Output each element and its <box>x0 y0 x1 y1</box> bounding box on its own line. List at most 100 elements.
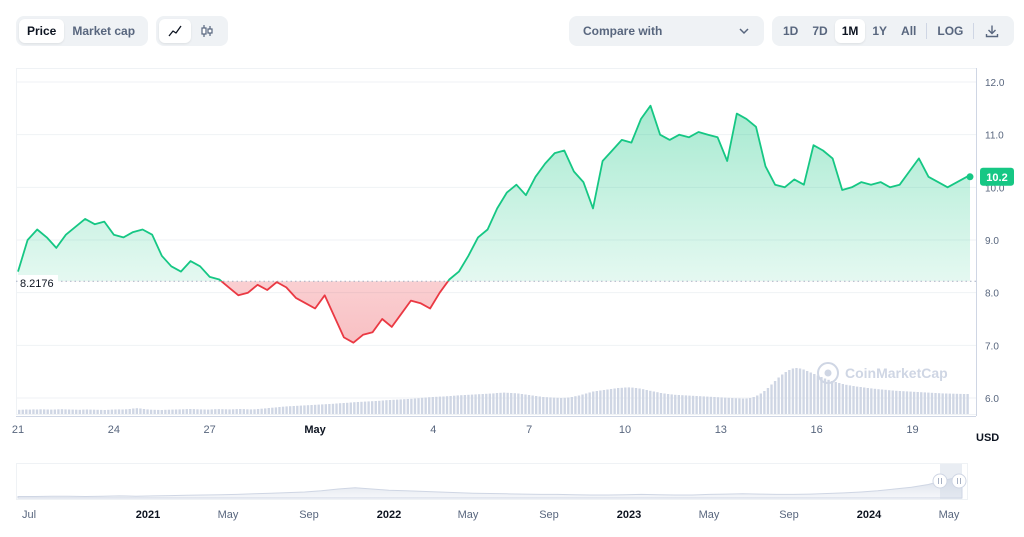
range-1m[interactable]: 1M <box>834 19 866 43</box>
volume-bar <box>399 399 402 414</box>
volume-bar <box>256 409 260 414</box>
price-line-down <box>219 281 450 344</box>
price-line <box>17 104 970 344</box>
volume-bar <box>666 394 670 414</box>
volume-bar <box>281 406 285 414</box>
candlestick-chart-button[interactable] <box>191 19 223 43</box>
volume-bar <box>406 399 410 414</box>
compare-with-dropdown[interactable]: Compare with <box>569 16 764 46</box>
volume-bar <box>388 400 392 414</box>
volume-bar <box>85 409 89 414</box>
volume-bar <box>617 388 620 414</box>
volume-bar <box>645 390 648 414</box>
volume-bar <box>253 409 256 414</box>
watermark: CoinMarketCap <box>817 362 948 384</box>
x-tick-label: May <box>304 424 326 436</box>
volume-bar <box>499 392 502 414</box>
volume-bar <box>124 409 128 414</box>
volume-bar <box>477 394 481 414</box>
volume-bar <box>21 409 24 414</box>
volume-bar <box>360 401 363 414</box>
volume-bar <box>299 405 303 414</box>
volume-bar <box>748 398 752 414</box>
volume-bar <box>745 398 748 414</box>
volume-bar <box>246 409 249 414</box>
volume-bar <box>385 400 388 414</box>
navigator-tick-label: 2021 <box>136 509 160 521</box>
volume-bar <box>53 409 57 414</box>
navigator-tick-label: 2024 <box>857 509 882 521</box>
volume-bar <box>527 395 531 414</box>
volume-bar <box>773 381 777 414</box>
volume-bar <box>948 393 951 414</box>
volume-bar <box>39 409 42 414</box>
volume-bar <box>100 409 103 414</box>
volume-bar <box>535 396 538 414</box>
price-tab[interactable]: Price <box>19 19 65 43</box>
volume-bar <box>784 372 787 414</box>
volume-bar <box>834 382 837 414</box>
range-navigator[interactable] <box>16 463 968 500</box>
line-chart-button[interactable] <box>159 19 191 43</box>
volume-bar <box>392 399 395 414</box>
volume-bar <box>909 391 912 414</box>
baseline-label: 8.2176 <box>18 275 58 290</box>
download-button[interactable] <box>977 19 1007 43</box>
compare-label: Compare with <box>583 24 663 38</box>
range-7d[interactable]: 7D <box>812 24 828 38</box>
volume-bar <box>845 384 848 414</box>
volume-bar <box>224 409 228 414</box>
volume-bar <box>374 401 377 414</box>
volume-bar <box>28 409 32 414</box>
range-1y[interactable]: 1Y <box>872 24 888 38</box>
market-cap-tab[interactable]: Market cap <box>72 24 136 38</box>
volume-bar <box>706 396 709 414</box>
volume-bar <box>278 407 281 414</box>
x-tick-label: 10 <box>619 424 631 436</box>
volume-bar <box>877 389 880 414</box>
volume-bar <box>563 397 566 414</box>
volume-bar <box>727 397 730 414</box>
volume-bar <box>135 408 139 414</box>
volume-bar <box>738 398 741 414</box>
volume-bar <box>887 390 891 414</box>
navigator-handle-left[interactable] <box>932 473 948 489</box>
volume-bar <box>795 368 798 414</box>
volume-bar <box>531 395 534 414</box>
volume-bar <box>296 405 299 414</box>
volume-bar <box>880 389 884 414</box>
price-marketcap-toggle: Price Market cap <box>16 16 148 46</box>
volume-bar <box>142 409 146 414</box>
download-icon <box>986 25 999 38</box>
x-tick-label: 13 <box>715 424 727 436</box>
log-scale-button[interactable]: LOG <box>937 24 964 38</box>
volume-bar <box>652 391 656 414</box>
volume-bar <box>602 390 606 414</box>
range-all[interactable]: All <box>901 24 917 38</box>
chart-type-toggle <box>156 16 228 46</box>
volume-bar <box>781 374 784 414</box>
range-1d[interactable]: 1D <box>783 24 799 38</box>
volume-bar <box>82 409 85 414</box>
volume-bar <box>567 397 570 414</box>
volume-bar <box>50 409 53 414</box>
volume-bar <box>346 402 349 414</box>
chevron-down-icon <box>739 28 749 35</box>
volume-bar <box>631 387 634 414</box>
volume-bar <box>182 409 185 414</box>
volume-bar <box>937 393 941 414</box>
volume-bar <box>945 393 948 414</box>
volume-bar <box>684 395 688 414</box>
volume-bar <box>335 403 338 414</box>
volume-bar <box>18 409 21 414</box>
volume-bar <box>460 395 463 414</box>
volume-bar <box>71 409 74 414</box>
line-chart-icon <box>168 25 182 37</box>
candlestick-icon <box>201 25 213 37</box>
volume-bar <box>734 398 738 414</box>
navigator-handle-right[interactable] <box>951 473 967 489</box>
volume-bar <box>249 409 253 414</box>
volume-bar <box>107 409 110 414</box>
volume-bar <box>463 395 467 414</box>
